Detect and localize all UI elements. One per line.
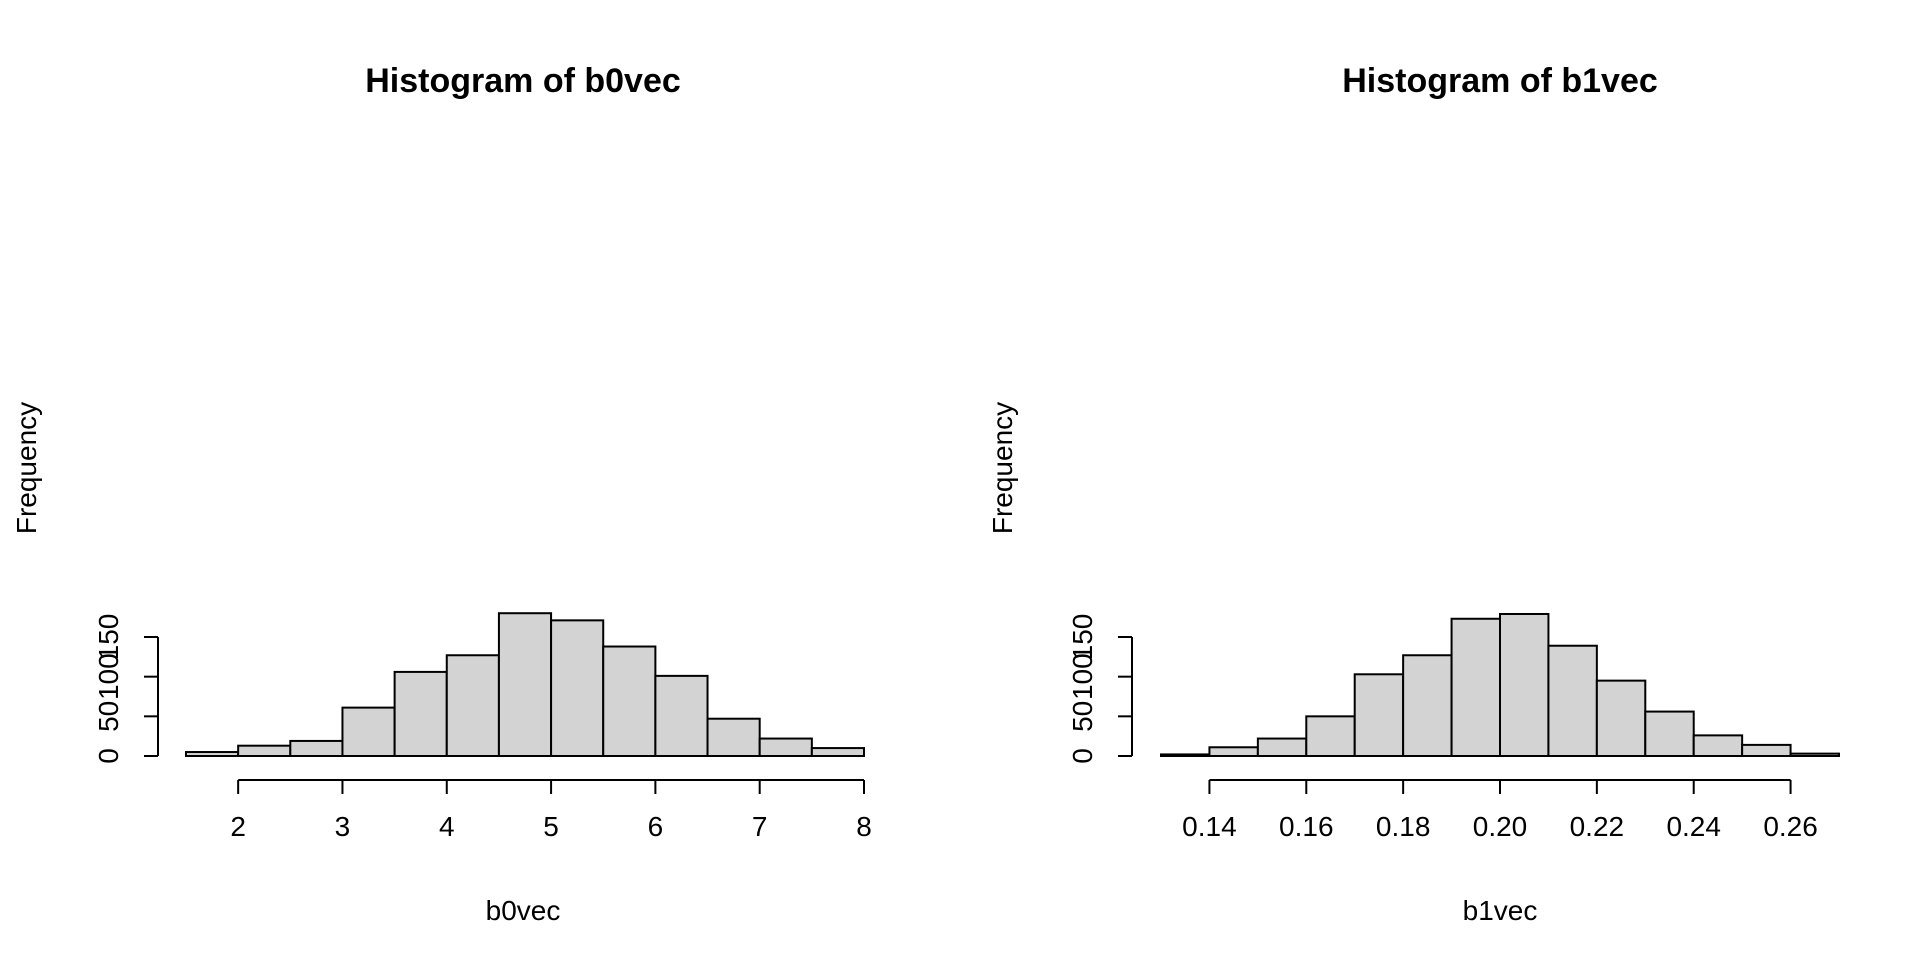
- histogram-bar: [1547, 644, 1598, 757]
- x-tick-label: 0.22: [1570, 811, 1625, 842]
- histogram-bar: [1208, 746, 1259, 758]
- y-tick-label: 50: [93, 701, 124, 732]
- x-tick-label: 8: [856, 811, 872, 842]
- histogram-bar: [1789, 752, 1840, 757]
- histogram-bar: [1692, 734, 1744, 757]
- x-axis-label-b1vec: b1vec: [1463, 895, 1538, 926]
- x-axis-label-b0vec: b0vec: [486, 895, 561, 926]
- histogram-bar: [445, 654, 500, 757]
- x-tick-label: 2: [230, 811, 246, 842]
- x-tick-label: 0.26: [1763, 811, 1818, 842]
- histogram-b1vec-panel: Histogram of b1vec b1vec Frequency 0.14 0…: [987, 62, 1840, 926]
- histogram-bar: [1160, 753, 1211, 757]
- x-axis-b0vec: 2 3 4 5 6 7 8: [230, 779, 872, 842]
- histogram-bar: [237, 744, 292, 758]
- x-tick-label: 4: [439, 811, 455, 842]
- y-tick-label: 100: [93, 653, 124, 700]
- x-tick-label: 0.20: [1473, 811, 1528, 842]
- histogram-bar: [497, 612, 553, 758]
- x-tick-label: 3: [335, 811, 351, 842]
- histogram-bar: [1402, 654, 1453, 757]
- x-tick-label: 0.14: [1182, 811, 1237, 842]
- bars-b1vec: [1160, 613, 1840, 758]
- histogram-bar: [654, 674, 709, 758]
- x-tick-label: 0.24: [1666, 811, 1721, 842]
- histogram-bar: [393, 670, 448, 757]
- y-tick-label: 50: [1067, 701, 1098, 732]
- histogram-bar: [341, 706, 396, 757]
- histogram-bar: [810, 747, 865, 758]
- chart-title-b1vec: Histogram of b1vec: [1342, 62, 1658, 100]
- x-tick-label: 5: [543, 811, 559, 842]
- x-tick-label: 7: [752, 811, 768, 842]
- histogram-bar: [1741, 743, 1792, 758]
- x-tick-label: 0.18: [1376, 811, 1431, 842]
- histogram-bar: [1450, 617, 1501, 758]
- y-axis-label-b0vec: Frequency: [11, 402, 42, 534]
- x-tick-label: 0.16: [1279, 811, 1334, 842]
- bars-b0vec: [185, 612, 865, 758]
- histogram-b0vec-panel: Histogram of b0vec b0vec Frequency 2 3 4 5 6…: [11, 62, 872, 926]
- histogram-bar: [706, 717, 761, 758]
- histogram-bar: [1353, 673, 1405, 757]
- y-tick-label: 150: [1067, 614, 1098, 661]
- x-tick-label: 6: [648, 811, 664, 842]
- histogram-bar: [289, 739, 344, 757]
- y-tick-label: 0: [1067, 748, 1098, 764]
- x-axis-b1vec: 0.14 0.16 0.18 0.20 0.22 0.24 0.26: [1182, 779, 1818, 842]
- histogram-bar: [185, 751, 240, 758]
- histogram-bar: [758, 737, 813, 757]
- y-axis-label-b1vec: Frequency: [987, 402, 1018, 534]
- y-tick-label: 100: [1067, 653, 1098, 700]
- histogram-bar: [1256, 737, 1308, 757]
- chart-title-b0vec: Histogram of b0vec: [365, 62, 681, 100]
- y-tick-label: 150: [93, 614, 124, 661]
- histogram-bar: [1644, 710, 1695, 758]
- histogram-bar: [1595, 679, 1647, 758]
- y-tick-label: 0: [93, 748, 124, 764]
- histogram-bar: [1499, 613, 1550, 757]
- histogram-bar: [1305, 715, 1356, 758]
- histogram-bar: [550, 619, 605, 757]
- histogram-bar: [602, 645, 657, 758]
